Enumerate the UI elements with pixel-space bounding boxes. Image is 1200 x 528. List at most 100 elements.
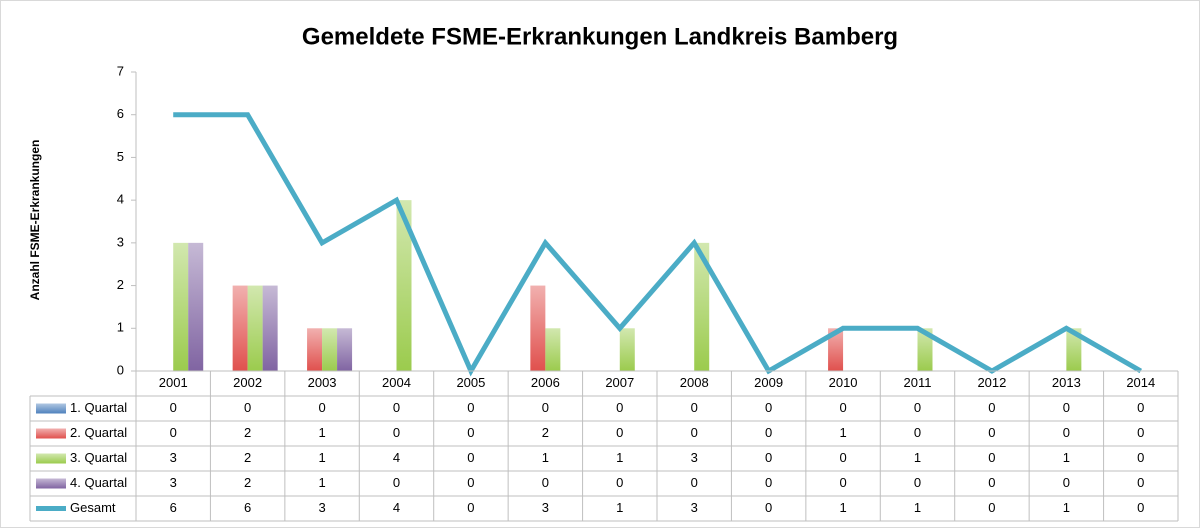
table-value: 0 (988, 425, 995, 440)
legend-key (36, 403, 66, 414)
table-value: 0 (914, 475, 921, 490)
x-tick-label: 2001 (159, 375, 188, 390)
legend-key (36, 478, 66, 489)
x-tick-label: 2002 (233, 375, 262, 390)
table-value: 4 (393, 500, 400, 515)
table-value: 0 (467, 450, 474, 465)
table-value: 1 (914, 500, 921, 515)
table-value: 0 (393, 425, 400, 440)
table-value: 0 (467, 425, 474, 440)
table-value: 2 (244, 425, 251, 440)
table-value: 0 (988, 500, 995, 515)
table-value: 2 (542, 425, 549, 440)
x-tick-label: 2006 (531, 375, 560, 390)
table-value: 0 (170, 400, 177, 415)
table-value: 0 (1137, 425, 1144, 440)
table-value: 0 (467, 475, 474, 490)
table-value: 1 (839, 425, 846, 440)
table-value: 1 (839, 500, 846, 515)
x-tick-label: 2012 (977, 375, 1006, 390)
x-tick-label: 2007 (605, 375, 634, 390)
table-value: 0 (765, 400, 772, 415)
y-tick-label: 3 (117, 234, 124, 249)
table-value: 0 (1063, 400, 1070, 415)
bar (917, 328, 933, 371)
bar (694, 242, 710, 371)
line-series (173, 112, 1143, 377)
table-value: 6 (244, 500, 251, 515)
chart-title: Gemeldete FSME-Erkrankungen Landkreis Ba… (302, 23, 898, 50)
bar (262, 285, 278, 371)
legend-label: 4. Quartal (70, 475, 127, 490)
table-value: 6 (170, 500, 177, 515)
table-value: 0 (691, 475, 698, 490)
x-tick-label: 2010 (829, 375, 858, 390)
table-value: 1 (616, 500, 623, 515)
table-value: 0 (839, 400, 846, 415)
table-value: 0 (988, 400, 995, 415)
y-axis-label: Anzahl FSME-Erkrankungen (28, 140, 42, 301)
table-value: 0 (1137, 475, 1144, 490)
table-value: 0 (765, 500, 772, 515)
x-tick-label: 2005 (456, 375, 485, 390)
table-value: 0 (691, 425, 698, 440)
table-value: 0 (467, 400, 474, 415)
bar (545, 328, 561, 371)
table-value: 3 (170, 475, 177, 490)
bar (173, 242, 189, 371)
table-value: 1 (318, 450, 325, 465)
legend-label: Gesamt (70, 500, 116, 515)
table-value: 0 (318, 400, 325, 415)
table-value: 0 (542, 475, 549, 490)
x-tick-label: 2008 (680, 375, 709, 390)
table-value: 0 (393, 475, 400, 490)
y-tick-label: 5 (117, 149, 124, 164)
table-value: 1 (1063, 450, 1070, 465)
legend-label: 1. Quartal (70, 400, 127, 415)
bar (619, 328, 635, 371)
bar (530, 285, 546, 371)
table-value: 2 (244, 450, 251, 465)
table-value: 1 (318, 475, 325, 490)
legend-label: 2. Quartal (70, 425, 127, 440)
x-tick-label: 2004 (382, 375, 411, 390)
table-value: 0 (765, 450, 772, 465)
table-value: 0 (616, 475, 623, 490)
table-value: 4 (393, 450, 400, 465)
table-value: 3 (542, 500, 549, 515)
table-value: 0 (1137, 500, 1144, 515)
x-tick-label: 2011 (904, 375, 932, 390)
table-value: 0 (1137, 450, 1144, 465)
bar (322, 328, 338, 371)
table-value: 3 (691, 500, 698, 515)
table-value: 0 (914, 425, 921, 440)
table-value: 0 (988, 475, 995, 490)
bar (188, 242, 204, 371)
y-tick-label: 7 (117, 63, 124, 78)
table-value: 0 (765, 425, 772, 440)
table-value: 2 (244, 475, 251, 490)
bar (247, 285, 263, 371)
table-value: 0 (1063, 475, 1070, 490)
table-value: 0 (839, 475, 846, 490)
table-value: 0 (244, 400, 251, 415)
table-value: 1 (1063, 500, 1070, 515)
table-value: 0 (467, 500, 474, 515)
y-tick-label: 0 (117, 362, 124, 377)
table-value: 1 (616, 450, 623, 465)
table-value: 1 (318, 425, 325, 440)
legend-key (36, 453, 66, 464)
bar (828, 328, 844, 371)
y-tick-label: 6 (117, 106, 124, 121)
table-value: 3 (691, 450, 698, 465)
y-tick-label: 4 (117, 192, 124, 207)
table-value: 0 (765, 475, 772, 490)
table-value: 0 (1137, 400, 1144, 415)
bar (307, 328, 323, 371)
table-value: 1 (542, 450, 549, 465)
table-value: 3 (170, 450, 177, 465)
table-value: 0 (839, 450, 846, 465)
x-tick-label: 2009 (754, 375, 783, 390)
table-value: 3 (318, 500, 325, 515)
